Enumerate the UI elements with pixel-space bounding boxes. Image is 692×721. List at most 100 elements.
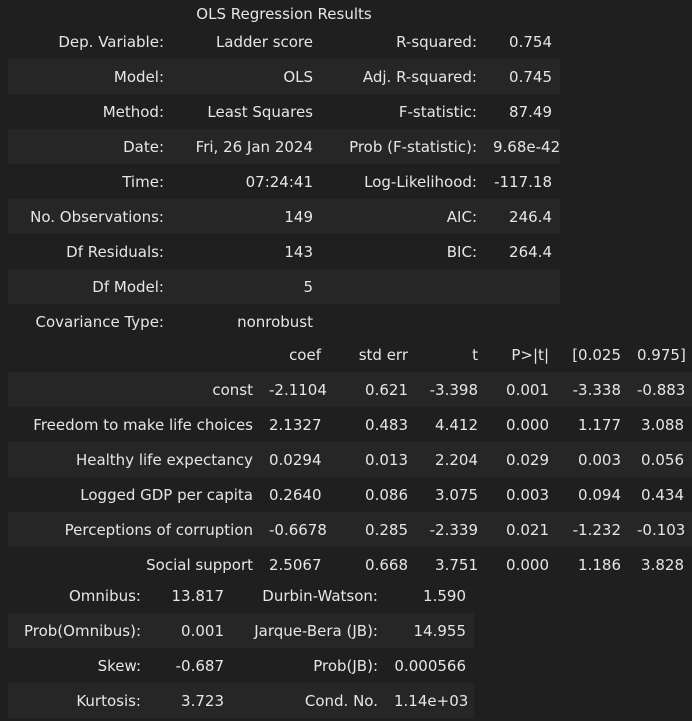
ci-upper-value: -0.103 [629, 512, 692, 547]
ci-upper-value: 0.056 [629, 442, 692, 477]
column-header: [0.025 [572, 345, 621, 364]
summary-row: Date: Fri, 26 Jan 2024 Prob (F-statistic… [8, 129, 560, 164]
t-value: 3.751 [435, 555, 478, 574]
ci-lower-value: -3.338 [557, 372, 629, 407]
coefficient-row: Healthy life expectancy 0.0294 0.013 2.2… [8, 442, 692, 477]
summary-value: 264.4 [509, 242, 552, 261]
summary-label: R-squared: [396, 32, 477, 51]
diagnostic-value: -0.687 [175, 656, 224, 675]
summary-value: 0.754 [509, 32, 552, 51]
ci-lower-value: 0.003 [557, 442, 629, 477]
variable-name: const [8, 372, 261, 407]
diagnostic-label: Skew: [97, 656, 141, 675]
summary-label: Df Model: [8, 269, 172, 304]
diagnostics-table: Omnibus: 13.817 Durbin-Watson: 1.590 Pro… [8, 578, 474, 718]
variable-name: Perceptions of corruption [8, 512, 261, 547]
summary-label: Df Residuals: [66, 242, 164, 261]
coef-value: 0.2640 [269, 485, 322, 504]
coefficient-row: Social support 2.5067 0.668 3.751 0.000 … [8, 547, 692, 582]
summary-label: Date: [8, 129, 172, 164]
ci-upper-value: 3.088 [641, 415, 684, 434]
p-value: 0.001 [486, 372, 557, 407]
summary-value: Fri, 26 Jan 2024 [172, 129, 321, 164]
coef-value: -2.1104 [261, 372, 329, 407]
column-header: 0.975] [637, 345, 686, 364]
summary-value: OLS [172, 59, 321, 94]
ci-lower-value: 1.186 [578, 555, 621, 574]
summary-row: Covariance Type: nonrobust [8, 304, 560, 339]
diagnostics-row: Skew: -0.687 Prob(JB): 0.000566 [8, 648, 474, 683]
summary-row: Df Model: 5 [8, 269, 560, 304]
variable-name: Healthy life expectancy [8, 442, 261, 477]
variable-name: Social support [146, 555, 253, 574]
coefficient-header-row: coef std err t P>|t| [0.025 0.975] [8, 337, 692, 372]
p-value: 0.021 [486, 512, 557, 547]
summary-label [321, 304, 485, 339]
diagnostics-row: Omnibus: 13.817 Durbin-Watson: 1.590 [8, 578, 474, 613]
summary-row: Dep. Variable: Ladder score R-squared: 0… [8, 24, 560, 59]
column-header [8, 337, 261, 372]
std-err-value: 0.621 [329, 372, 416, 407]
summary-value [485, 269, 560, 304]
variable-name: Freedom to make life choices [33, 415, 253, 434]
column-header: std err [358, 345, 408, 364]
summary-value: Least Squares [207, 102, 313, 121]
diagnostic-value: 3.723 [149, 683, 232, 718]
summary-value: 0.745 [485, 59, 560, 94]
summary-value: -117.18 [494, 172, 552, 191]
summary-value: 5 [172, 269, 321, 304]
summary-row: Df Residuals: 143 BIC: 264.4 [8, 234, 560, 269]
diagnostic-value: 0.001 [149, 613, 232, 648]
diagnostics-row: Prob(Omnibus): 0.001 Jarque-Bera (JB): 1… [8, 613, 474, 648]
summary-value: 143 [284, 242, 313, 261]
summary-table: Dep. Variable: Ladder score R-squared: 0… [8, 24, 560, 339]
summary-row: Time: 07:24:41 Log-Likelihood: -117.18 [8, 164, 560, 199]
summary-value: Ladder score [215, 32, 313, 51]
column-header: P>|t| [511, 345, 549, 364]
coef-value: 2.5067 [269, 555, 322, 574]
summary-label: Dep. Variable: [58, 32, 164, 51]
summary-label: No. Observations: [8, 199, 172, 234]
summary-value: 87.49 [509, 102, 552, 121]
summary-label: Adj. R-squared: [321, 59, 485, 94]
std-err-value: 0.285 [329, 512, 416, 547]
summary-label: BIC: [446, 242, 477, 261]
coefficient-row: Freedom to make life choices 2.1327 0.48… [8, 407, 692, 442]
p-value: 0.000 [506, 415, 549, 434]
summary-label: AIC: [321, 199, 485, 234]
summary-label: Model: [8, 59, 172, 94]
summary-label: Method: [102, 102, 164, 121]
summary-value: 246.4 [485, 199, 560, 234]
summary-label: Log-Likelihood: [364, 172, 477, 191]
ci-lower-value: 0.094 [578, 485, 621, 504]
summary-row: No. Observations: 149 AIC: 246.4 [8, 199, 560, 234]
ci-lower-value: -1.232 [557, 512, 629, 547]
column-header: coef [289, 345, 321, 364]
ci-lower-value: 1.177 [578, 415, 621, 434]
diagnostic-label: Cond. No. [232, 683, 386, 718]
diagnostic-value: 1.590 [423, 586, 466, 605]
results-title: OLS Regression Results [196, 5, 372, 23]
std-err-value: 0.086 [365, 485, 408, 504]
diagnostics-row: Kurtosis: 3.723 Cond. No. 1.14e+03 [8, 683, 474, 718]
p-value: 0.029 [486, 442, 557, 477]
coef-value: 0.0294 [261, 442, 329, 477]
diagnostic-label: Jarque-Bera (JB): [232, 613, 386, 648]
coefficient-row: Logged GDP per capita 0.2640 0.086 3.075… [8, 477, 692, 512]
ci-upper-value: 3.828 [641, 555, 684, 574]
summary-value [485, 304, 560, 339]
diagnostic-value: 0.000566 [394, 656, 466, 675]
std-err-value: 0.013 [329, 442, 416, 477]
std-err-value: 0.668 [365, 555, 408, 574]
t-value: 3.075 [435, 485, 478, 504]
p-value: 0.000 [506, 555, 549, 574]
diagnostic-label: Prob(JB): [313, 656, 378, 675]
diagnostic-label: Omnibus: [69, 586, 141, 605]
summary-value: nonrobust [237, 312, 313, 331]
summary-value: 9.68e-42 [485, 129, 560, 164]
coef-value: 2.1327 [269, 415, 322, 434]
t-value: -2.339 [416, 512, 486, 547]
p-value: 0.003 [506, 485, 549, 504]
summary-label: Prob (F-statistic): [321, 129, 485, 164]
coefficient-table: coef std err t P>|t| [0.025 0.975] const… [8, 337, 692, 582]
